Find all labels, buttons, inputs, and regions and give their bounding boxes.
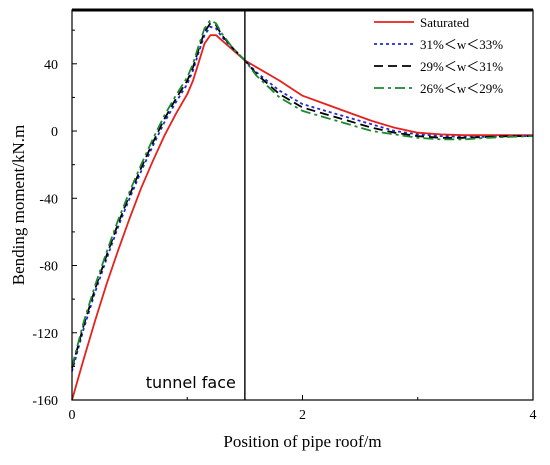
x-tick-label: 2	[299, 408, 306, 423]
series-line-3	[71, 22, 533, 369]
x-tick-label: 4	[530, 408, 537, 423]
series-line-1	[71, 34, 533, 401]
tunnel-face-label: tunnel face	[146, 373, 236, 392]
legend: Saturated 31%＜w＜33% 29%＜w＜31% 26%＜w＜29%	[374, 15, 503, 96]
x-axis-title: Position of pipe roof/m	[223, 432, 381, 451]
y-tick-label: -40	[39, 192, 58, 207]
series-line-2	[71, 25, 533, 372]
y-tick-label: -80	[39, 260, 58, 275]
legend-label-4: 26%＜w＜29%	[420, 81, 503, 96]
axes: 0 2 4 -160 -120 -80 -40 0 40	[32, 8, 537, 423]
y-tick-label: -120	[32, 327, 58, 342]
legend-label-1: Saturated	[420, 15, 470, 30]
x-tick-label: 0	[69, 408, 76, 423]
series-line-4	[71, 19, 534, 367]
plot-area	[71, 10, 534, 401]
legend-label-3: 29%＜w＜31%	[420, 59, 503, 74]
y-tick-label: -160	[32, 394, 58, 409]
y-tick-label: 40	[44, 58, 58, 73]
y-axis-title: Bending moment/kN.m	[9, 125, 28, 286]
legend-label-2: 31%＜w＜33%	[420, 37, 503, 52]
y-tick-label: 0	[51, 125, 58, 140]
